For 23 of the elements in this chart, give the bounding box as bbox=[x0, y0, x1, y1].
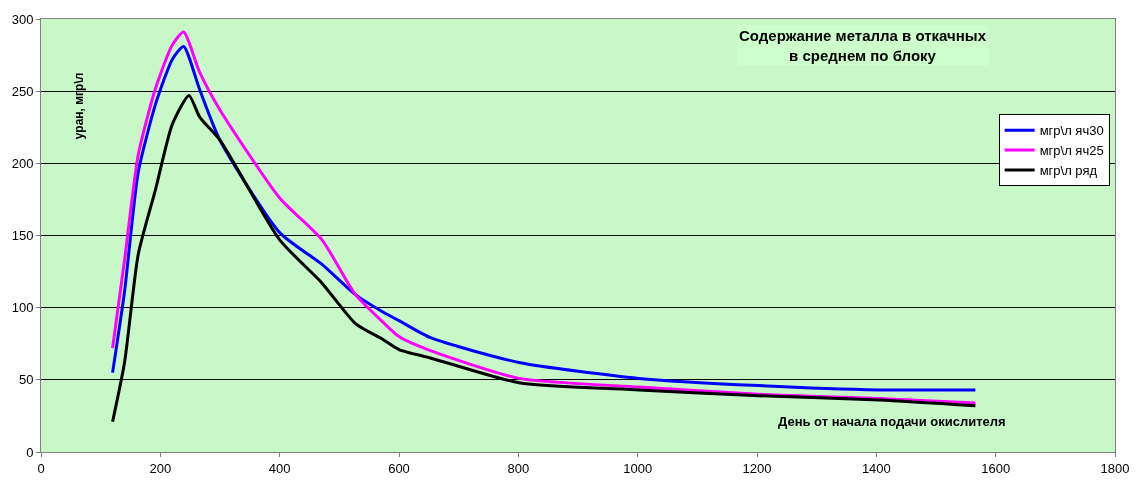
y-tick-label: 100 bbox=[11, 300, 34, 316]
text: Содержание металла в откачных в среднем по блоку bbox=[739, 27, 987, 64]
x-tick-label: 1200 bbox=[742, 460, 772, 476]
y-tick-label: 150 bbox=[11, 228, 34, 244]
x-tick-label: 200 bbox=[149, 460, 172, 476]
x-tick-label: 1800 bbox=[1100, 460, 1130, 476]
y-tick-label: 50 bbox=[18, 372, 34, 388]
x-tick-label: 1000 bbox=[623, 460, 653, 476]
x-axis-title: День от начала подачи окислителя bbox=[778, 414, 1006, 429]
y-tick-label: 300 bbox=[11, 11, 34, 27]
x-tick-label: 0 bbox=[37, 460, 45, 476]
legend-label: мгр\л ряд bbox=[1039, 163, 1098, 179]
x-tick-label: 1600 bbox=[981, 460, 1011, 476]
legend-label: мгр\л яч25 bbox=[1039, 143, 1104, 159]
x-tick-label: 400 bbox=[268, 460, 291, 476]
y-tick-label: 0 bbox=[26, 444, 34, 460]
y-tick-label: 200 bbox=[11, 155, 34, 171]
x-tick-label: 800 bbox=[507, 460, 530, 476]
y-axis-title: уран, мгр\л bbox=[71, 72, 86, 140]
x-tick-label: 1400 bbox=[861, 460, 891, 476]
y-tick-label: 250 bbox=[11, 83, 34, 99]
x-tick-label: 600 bbox=[388, 460, 410, 476]
legend-label: мгр\л яч30 bbox=[1039, 123, 1104, 139]
